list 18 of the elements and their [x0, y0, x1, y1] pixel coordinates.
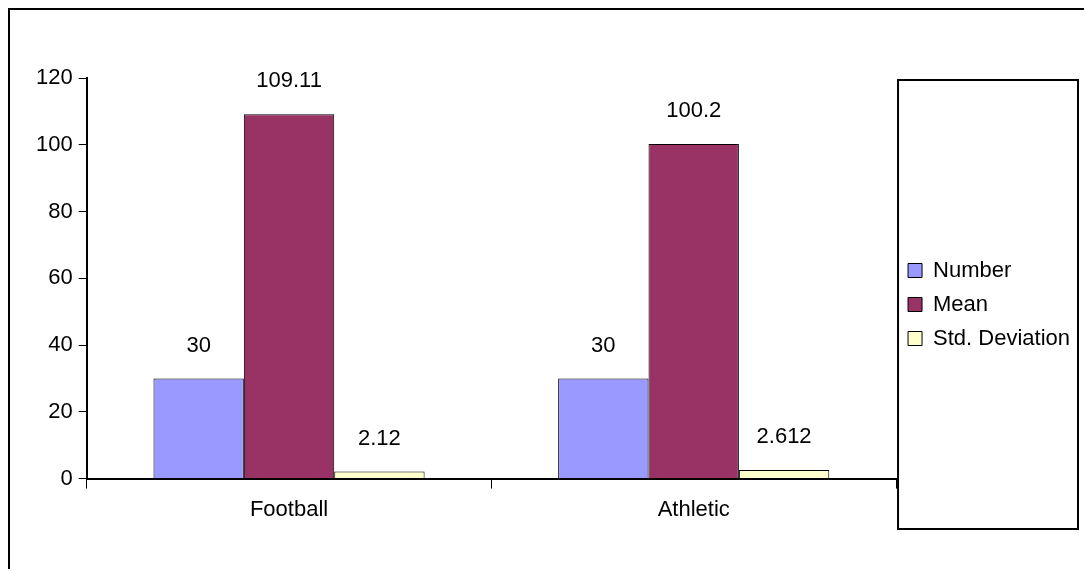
- legend-label: Std. Deviation: [933, 324, 1071, 350]
- data-label: 30: [186, 331, 211, 357]
- data-label: 2.12: [358, 424, 401, 450]
- legend-label: Number: [933, 256, 1012, 282]
- y-tick-label: 120: [35, 64, 73, 90]
- x-tick-label: Football: [249, 495, 329, 521]
- y-tick-label: 20: [48, 397, 73, 423]
- data-label: 100.2: [666, 97, 722, 123]
- data-label: 109.11: [256, 67, 322, 93]
- data-label: 30: [591, 331, 616, 357]
- legend-label: Mean: [933, 290, 989, 316]
- y-tick-label: 80: [48, 197, 73, 223]
- y-tick-label: 60: [48, 264, 73, 290]
- y-tick-label: 100: [35, 130, 73, 156]
- y-tick-label: 0: [60, 464, 73, 490]
- data-label: 2.612: [756, 422, 812, 448]
- x-tick-label: Athletic: [657, 495, 730, 521]
- y-tick-label: 40: [48, 331, 73, 357]
